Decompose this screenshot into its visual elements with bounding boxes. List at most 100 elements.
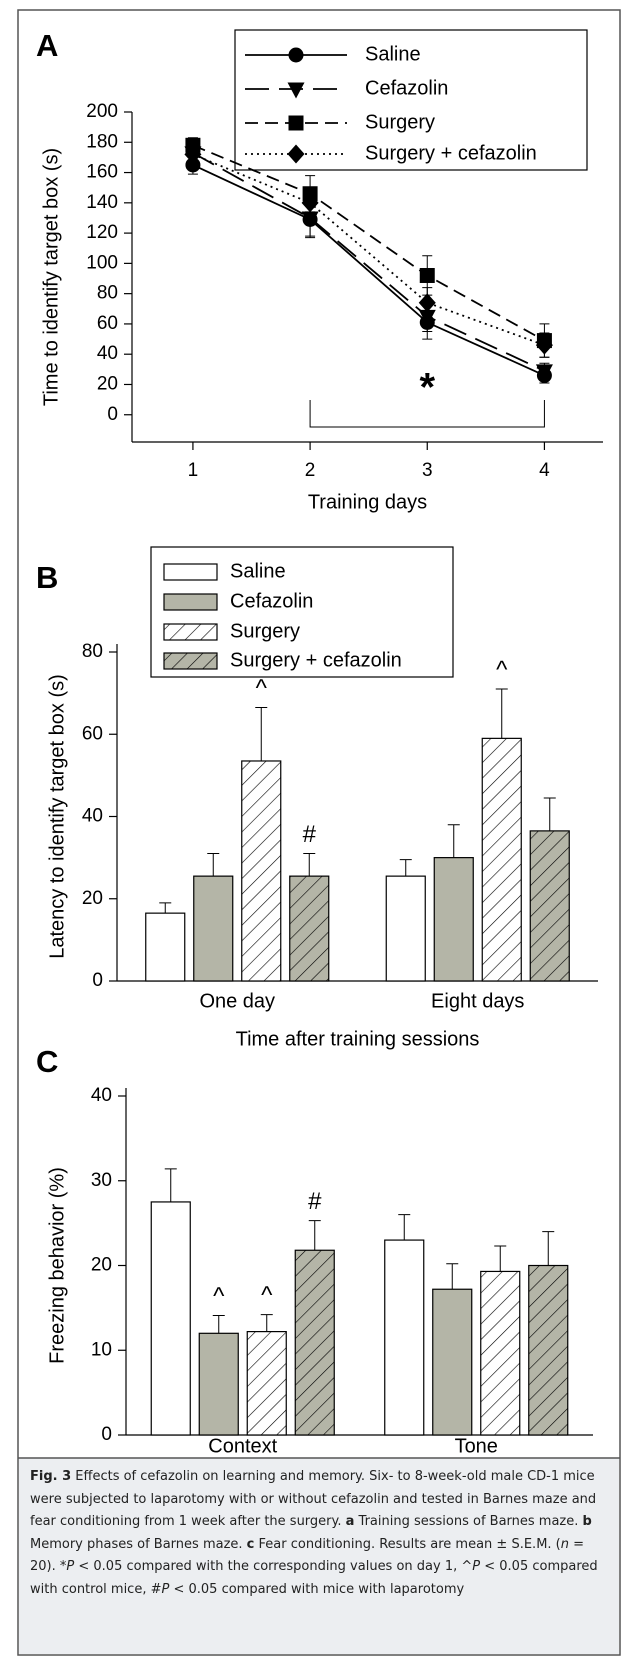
bar-hatch bbox=[528, 1265, 568, 1435]
significance-bracket bbox=[309, 400, 545, 428]
bar bbox=[481, 737, 522, 982]
annotation: # bbox=[303, 821, 317, 848]
y-tick-label: 20 bbox=[91, 1255, 112, 1276]
marker bbox=[184, 144, 202, 164]
caption-segment: P bbox=[472, 1559, 481, 1574]
bar bbox=[198, 1332, 239, 1436]
y-tick-label: 10 bbox=[91, 1339, 112, 1360]
bar-outline bbox=[163, 652, 218, 670]
bar bbox=[385, 875, 426, 982]
error-bar bbox=[308, 1220, 321, 1251]
y-tick-label: 0 bbox=[92, 970, 103, 991]
legend-label: Cefazolin bbox=[365, 77, 448, 99]
error-bar bbox=[212, 1315, 225, 1334]
y-tick-label: 120 bbox=[86, 222, 118, 243]
error-bar bbox=[543, 797, 556, 831]
y-axis-label: Freezing behavior (%) bbox=[46, 1167, 68, 1364]
error-bar bbox=[542, 1231, 555, 1266]
y-tick-label: 40 bbox=[82, 806, 103, 827]
caption-segment: = 20). * bbox=[30, 1536, 585, 1575]
error-bar bbox=[164, 1168, 177, 1202]
bar bbox=[150, 1201, 191, 1436]
caption-segment: Effects of cefazolin on learning and mem… bbox=[30, 1469, 597, 1529]
y-tick-label: 0 bbox=[101, 1424, 112, 1445]
bar bbox=[294, 1249, 335, 1436]
x-tick-label: 3 bbox=[422, 460, 433, 481]
bar-fill bbox=[151, 1201, 191, 1435]
bar-fill bbox=[164, 564, 217, 580]
error-bar bbox=[494, 1245, 507, 1272]
bar-fill bbox=[432, 1289, 472, 1435]
caption-segment: P bbox=[161, 1581, 170, 1597]
caption-segment: a bbox=[345, 1514, 355, 1529]
annotation: ^ bbox=[213, 1283, 225, 1310]
marker bbox=[301, 193, 319, 213]
bar-hatch bbox=[241, 760, 281, 981]
marker bbox=[287, 82, 305, 99]
y-tick-label: 200 bbox=[86, 101, 118, 122]
error-bar bbox=[303, 853, 316, 877]
annotation: ^ bbox=[256, 675, 268, 702]
legend-swatch bbox=[163, 593, 218, 611]
legend-label: Saline bbox=[365, 43, 421, 65]
x-axis-label: Training days bbox=[308, 491, 427, 513]
legend-label: Surgery + cefazolin bbox=[365, 142, 537, 164]
bar bbox=[528, 1264, 569, 1436]
y-axis-label: Time to identify target box (s) bbox=[40, 148, 62, 406]
legend-label: Saline bbox=[230, 560, 286, 582]
bar-hatch bbox=[247, 1331, 287, 1435]
y-tick-label: 40 bbox=[91, 1085, 112, 1106]
legend-label: Cefazolin bbox=[230, 590, 313, 612]
marker bbox=[185, 157, 201, 173]
legend-label: Surgery bbox=[365, 111, 435, 133]
caption-segment: < 0.05 compared with the corresponding v… bbox=[74, 1559, 473, 1574]
bar-hatch bbox=[164, 653, 217, 669]
y-tick-label: 180 bbox=[86, 131, 118, 152]
legend-label: Surgery bbox=[230, 620, 300, 642]
bar bbox=[241, 760, 282, 982]
y-tick-label: 20 bbox=[82, 888, 103, 909]
bar-outline bbox=[163, 593, 218, 611]
bar bbox=[529, 830, 570, 982]
caption-segment: Fear conditioning. Results are mean ± S.… bbox=[254, 1536, 561, 1552]
y-tick-label: 140 bbox=[86, 192, 118, 213]
bar-fill bbox=[193, 876, 233, 981]
y-axis-label: Latency to identify target box (s) bbox=[46, 674, 68, 959]
panel-letter: C bbox=[36, 1044, 58, 1079]
marker bbox=[288, 115, 304, 131]
caption: Fig. 3 Effects of cefazolin on learning … bbox=[30, 1466, 610, 1601]
bar-fill bbox=[164, 594, 217, 610]
legend-label: Surgery + cefazolin bbox=[230, 649, 402, 671]
legend-swatch bbox=[163, 652, 218, 670]
marker bbox=[301, 211, 319, 228]
marker bbox=[287, 144, 305, 164]
bar-fill bbox=[145, 913, 185, 981]
annotation: # bbox=[308, 1188, 322, 1215]
bar-hatch bbox=[530, 830, 570, 981]
series-line bbox=[192, 144, 545, 342]
bar-fill bbox=[434, 857, 474, 981]
marker bbox=[535, 364, 553, 381]
bar bbox=[145, 912, 186, 982]
marker bbox=[535, 335, 553, 355]
legend-swatch bbox=[163, 623, 218, 641]
error-bar bbox=[207, 853, 220, 877]
bar-hatch bbox=[480, 1271, 520, 1435]
caption-segment: c bbox=[246, 1536, 255, 1552]
bar-hatch bbox=[164, 624, 217, 640]
bar-fill bbox=[199, 1333, 239, 1435]
error-bar bbox=[399, 859, 412, 877]
error-bar bbox=[495, 688, 508, 739]
y-tick-label: 60 bbox=[97, 313, 118, 334]
caption-segment: < 0.05 compared with mice with laparotom… bbox=[169, 1581, 465, 1597]
caption-background bbox=[19, 1458, 619, 1654]
caption-segment: < 0.05 compared with control mice, # bbox=[30, 1559, 598, 1597]
error-bar bbox=[159, 902, 172, 914]
marker bbox=[419, 267, 435, 283]
x-tick-label: Context bbox=[208, 1435, 277, 1457]
bar bbox=[433, 857, 474, 982]
bar bbox=[384, 1239, 425, 1436]
error-bar bbox=[447, 824, 460, 858]
